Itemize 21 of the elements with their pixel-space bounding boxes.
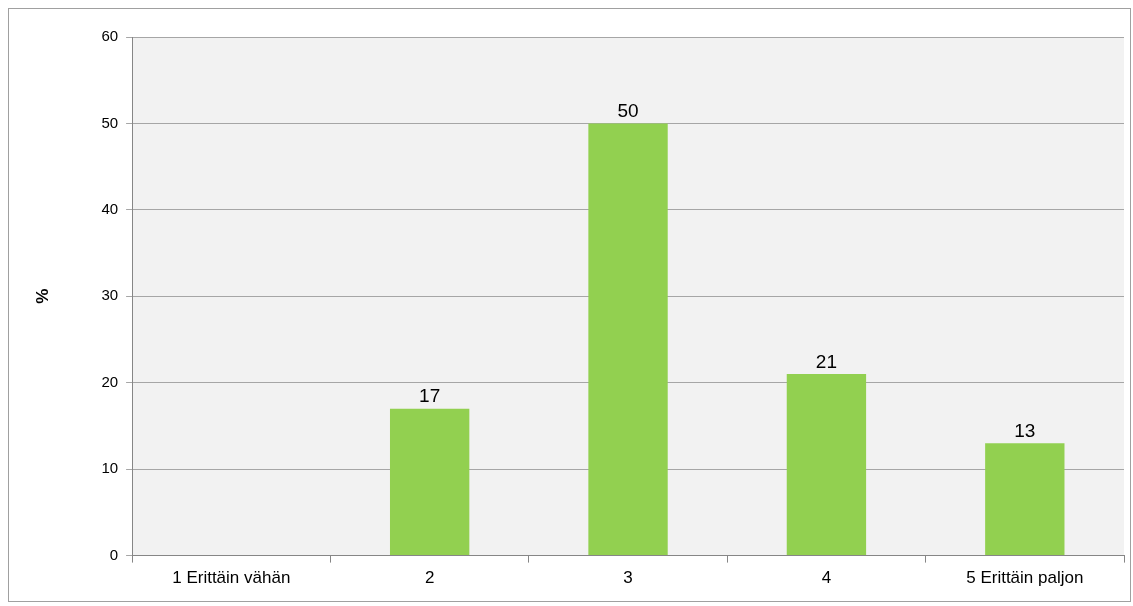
bar xyxy=(588,123,668,556)
bar xyxy=(786,374,867,556)
y-tick-label: 40 xyxy=(101,200,119,218)
y-tick-label: 50 xyxy=(101,113,119,131)
x-tick-label: 3 xyxy=(623,568,633,588)
data-label: 21 xyxy=(815,350,837,372)
x-tick-label: 1 Erittäin vähän xyxy=(172,568,291,588)
bar xyxy=(389,408,470,556)
data-label: 13 xyxy=(1014,419,1036,441)
data-label: 50 xyxy=(617,100,639,122)
x-tick-label: 4 xyxy=(821,568,832,588)
y-tick-label: 20 xyxy=(101,372,119,390)
y-tick-label: 0 xyxy=(109,545,119,563)
y-tick-label: 60 xyxy=(101,27,119,45)
x-tick-label: 5 Erittäin paljon xyxy=(966,568,1084,588)
data-label: 17 xyxy=(419,385,441,407)
bar xyxy=(985,443,1065,556)
y-tick-label: 10 xyxy=(101,459,119,477)
y-tick-label: 30 xyxy=(101,286,119,304)
x-tick-label: 2 xyxy=(424,568,435,588)
y-axis-title: % xyxy=(32,288,52,304)
